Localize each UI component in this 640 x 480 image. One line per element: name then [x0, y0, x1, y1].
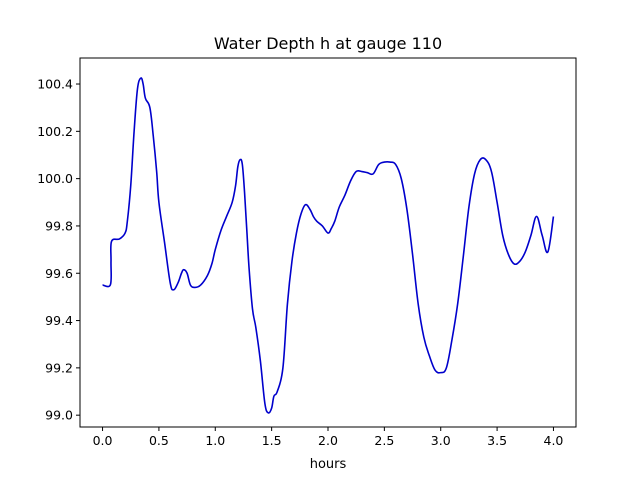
y-tick-label: 100.0: [37, 171, 73, 186]
x-axis-label: hours: [310, 457, 347, 472]
chart-title: Water Depth h at gauge 110: [214, 34, 442, 53]
x-tick-label: 0.5: [149, 433, 169, 448]
x-tick-label: 3.5: [487, 433, 507, 448]
series-layer: [102, 77, 555, 414]
x-tick-label: 2.5: [374, 433, 394, 448]
y-tick-label: 99.6: [45, 266, 73, 281]
y-tick-label: 100.4: [37, 77, 73, 92]
series-line: [102, 77, 555, 414]
y-tick-label: 99.4: [45, 313, 73, 328]
y-axis: 99.0 99.2 99.4 99.6 99.8 100.0 100.2 100.4: [37, 77, 80, 423]
y-tick-label: 99.8: [45, 218, 73, 233]
y-tick-label: 99.0: [45, 408, 73, 423]
x-tick-label: 0.0: [93, 433, 113, 448]
y-tick-label: 99.2: [45, 360, 73, 375]
x-axis: 0.0 0.5 1.0 1.5 2.0 2.5 3.0 3.5 4.0: [93, 427, 564, 448]
y-tick-label: 100.2: [37, 124, 73, 139]
x-tick-label: 1.0: [205, 433, 225, 448]
x-tick-label: 3.0: [431, 433, 451, 448]
x-tick-label: 1.5: [262, 433, 282, 448]
x-tick-label: 2.0: [318, 433, 338, 448]
plot-frame: [79, 57, 577, 428]
x-tick-label: 4.0: [544, 433, 564, 448]
